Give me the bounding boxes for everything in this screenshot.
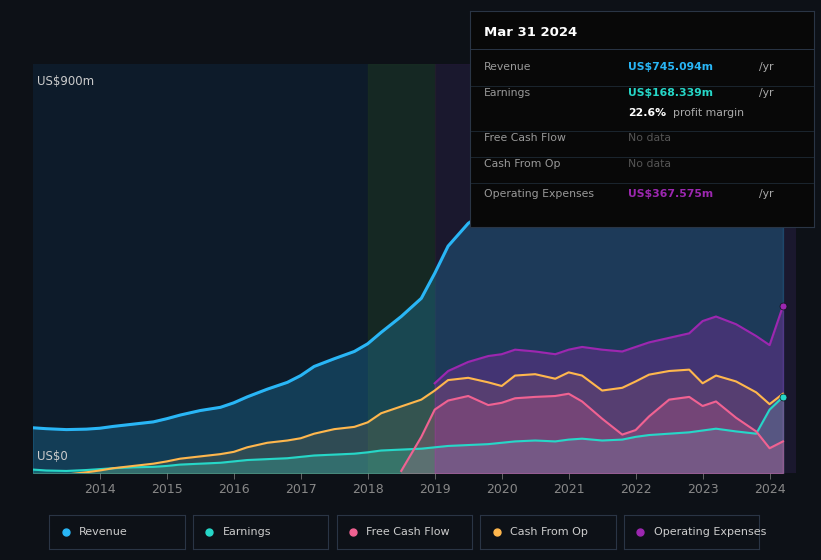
Text: US$0: US$0 (37, 450, 67, 463)
Text: Cash From Op: Cash From Op (484, 159, 561, 169)
Bar (434, 64, 796, 473)
Text: Cash From Op: Cash From Op (510, 527, 588, 537)
Text: Operating Expenses: Operating Expenses (654, 527, 766, 537)
Text: Mar 31 2024: Mar 31 2024 (484, 26, 577, 39)
Text: /yr: /yr (759, 189, 773, 199)
Text: Earnings: Earnings (484, 88, 531, 98)
Text: Revenue: Revenue (484, 62, 532, 72)
Text: No data: No data (628, 133, 672, 143)
Text: US$367.575m: US$367.575m (628, 189, 713, 199)
Text: /yr: /yr (759, 88, 773, 98)
Text: US$168.339m: US$168.339m (628, 88, 713, 98)
Text: US$745.094m: US$745.094m (628, 62, 713, 72)
Text: No data: No data (628, 159, 672, 169)
Text: US$900m: US$900m (37, 74, 94, 87)
Text: /yr: /yr (759, 62, 773, 72)
Text: Free Cash Flow: Free Cash Flow (484, 133, 566, 143)
Text: 22.6%: 22.6% (628, 108, 667, 118)
Text: Earnings: Earnings (222, 527, 271, 537)
Bar (368, 64, 434, 473)
Text: profit margin: profit margin (673, 108, 744, 118)
Text: Revenue: Revenue (79, 527, 128, 537)
Text: Free Cash Flow: Free Cash Flow (366, 527, 450, 537)
Text: Operating Expenses: Operating Expenses (484, 189, 594, 199)
